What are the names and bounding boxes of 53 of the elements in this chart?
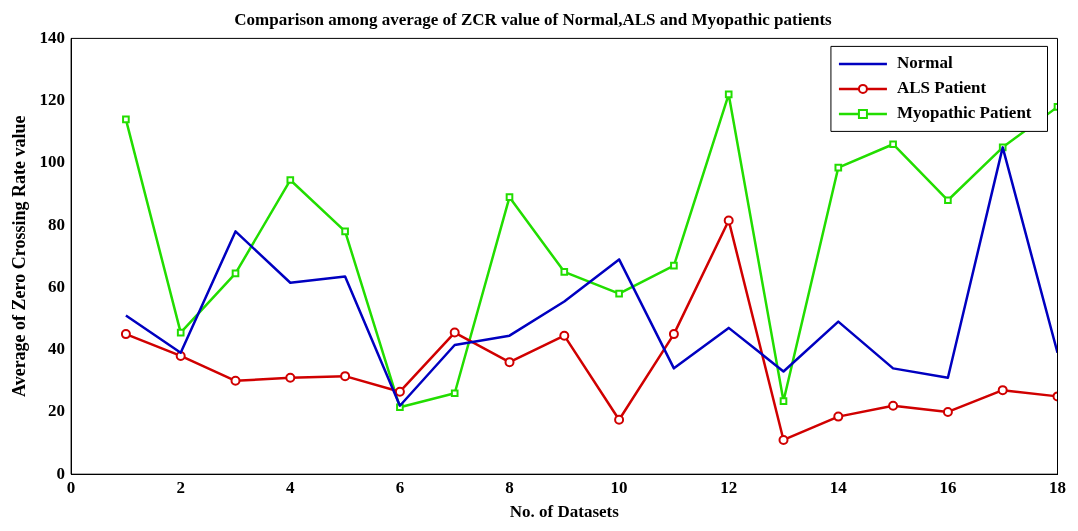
- legend-label: Myopathic Patient: [896, 103, 1032, 123]
- point: [560, 268, 569, 276]
- legend-label: Normal: [896, 53, 953, 73]
- x-tick-label: 10: [610, 477, 628, 497]
- point: [997, 385, 1008, 396]
- x-tick-label: 4: [286, 477, 296, 497]
- point: [340, 371, 351, 382]
- point: [668, 329, 679, 340]
- point: [833, 411, 844, 422]
- point: [889, 140, 897, 149]
- point: [615, 289, 623, 298]
- x-tick-label: 8: [505, 477, 514, 497]
- point: [779, 397, 788, 405]
- point: [559, 330, 570, 341]
- point: [341, 227, 349, 236]
- point: [122, 115, 130, 124]
- y-tick-label: 40: [48, 339, 66, 359]
- y-tick-label: 60: [48, 276, 66, 296]
- point: [834, 163, 843, 172]
- y-tick-label: 80: [48, 214, 66, 234]
- y-tick-label: 100: [39, 152, 66, 172]
- point: [286, 176, 295, 184]
- point: [504, 357, 515, 368]
- y-tick-label: 140: [39, 27, 66, 47]
- x-tick-label: 14: [829, 477, 848, 497]
- x-tick-label: 16: [939, 477, 957, 497]
- x-tick-label: 12: [720, 477, 738, 497]
- y-tick-label: 0: [56, 463, 66, 483]
- point: [120, 329, 131, 340]
- point: [614, 414, 625, 425]
- chart-title: Comparison among average of ZCR value of Normal,ALS and Myopathic patients: [234, 9, 833, 29]
- x-tick-label: 6: [395, 477, 405, 497]
- point: [942, 406, 953, 417]
- legend-label: ALS Patient: [896, 78, 987, 98]
- point: [505, 193, 514, 201]
- y-tick-label: 20: [48, 401, 66, 421]
- point: [285, 372, 296, 383]
- point: [888, 400, 899, 411]
- point: [230, 375, 241, 386]
- point: [394, 386, 405, 397]
- point: [670, 261, 678, 270]
- y-tick-label: 120: [39, 90, 66, 110]
- point: [944, 196, 952, 205]
- point: [449, 327, 460, 338]
- x-tick-label: 18: [1049, 477, 1066, 497]
- y-axis-title: Average of Zero Crossing Rate value: [9, 115, 30, 398]
- point: [450, 389, 459, 398]
- point: [176, 328, 185, 337]
- x-tick-label: 2: [176, 477, 185, 497]
- point: [778, 434, 789, 445]
- x-axis-title: No. of Datasets: [509, 502, 620, 522]
- point: [723, 215, 734, 226]
- point: [724, 90, 733, 99]
